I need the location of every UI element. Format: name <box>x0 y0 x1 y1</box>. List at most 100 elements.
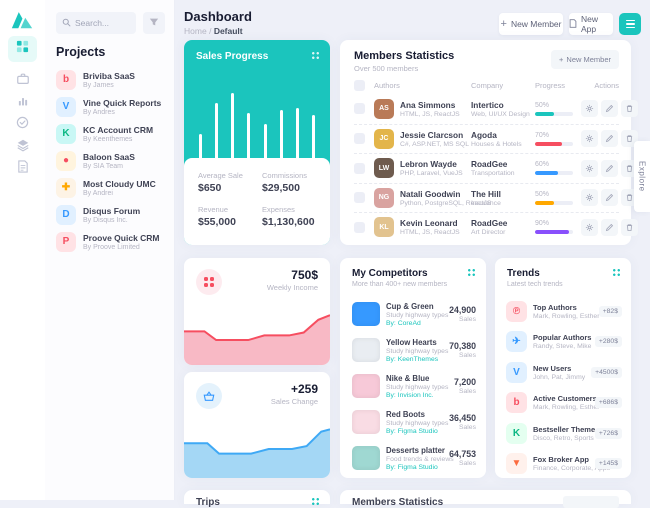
competitor-name: Red Boots <box>386 409 425 419</box>
settings-action-button[interactable] <box>581 130 598 148</box>
filter-button[interactable] <box>143 12 165 34</box>
trend-item[interactable]: ✈ Popular Authors Randy, Steve, Mike +28… <box>506 327 622 358</box>
settings-action-button[interactable] <box>581 189 598 207</box>
edit-action-button[interactable] <box>601 159 618 177</box>
stat-commissions: Commissions $29,500 <box>262 171 308 194</box>
col-progress: Progress <box>535 81 566 90</box>
project-by: By Keenthemes <box>83 135 133 143</box>
competitor-item[interactable]: Red Boots Study highway types By: Figma … <box>352 404 476 440</box>
competitor-by[interactable]: By: Figma Studio <box>386 427 438 435</box>
rail-item-apps[interactable] <box>8 68 37 94</box>
select-all-checkbox[interactable] <box>354 80 365 91</box>
avatar: AS <box>374 98 394 119</box>
row-checkbox[interactable] <box>354 192 365 204</box>
basket-icon <box>196 383 222 409</box>
author-name[interactable]: Ana Simmons <box>400 99 456 110</box>
delete-action-button[interactable] <box>621 130 638 148</box>
project-item[interactable]: V Vine Quick Reports By Andres <box>56 93 168 120</box>
explore-label: Explore <box>637 161 647 192</box>
settings-action-button[interactable] <box>581 159 598 177</box>
settings-action-button[interactable] <box>581 218 598 236</box>
settings-action-button[interactable] <box>581 100 598 118</box>
edit-action-button[interactable] <box>601 130 618 148</box>
members-statistics-card-partial: Members Statistics <box>340 490 631 508</box>
project-item[interactable]: P Proove Quick CRM By Proove Limited <box>56 228 168 255</box>
dashboard-grid-icon <box>16 40 29 58</box>
competitor-item[interactable]: Yellow Hearts Study highway types By: Ke… <box>352 332 476 368</box>
author-name[interactable]: Jessie Clarcson <box>400 129 464 140</box>
author-skills: PHP, Laravel, VueJS <box>400 170 463 178</box>
trend-item[interactable]: K Bestseller Theme Disco, Retro, Sports … <box>506 418 622 449</box>
delete-action-button[interactable] <box>621 100 638 118</box>
company-name: Agoda <box>471 129 497 140</box>
author-name[interactable]: Natali Goodwin <box>400 188 461 199</box>
new-app-button[interactable]: New App <box>569 13 613 35</box>
project-by: By Proove Limited <box>83 243 140 251</box>
delete-action-button[interactable] <box>621 189 638 207</box>
competitors-title: My Competitors <box>352 268 428 279</box>
project-item[interactable]: b Briviba SaaS By James <box>56 66 168 93</box>
card-menu-icon[interactable] <box>467 268 476 277</box>
trend-item[interactable]: ℗ Top Authors Mark, Rowling, Esther +82$ <box>506 296 622 327</box>
table-new-member-button[interactable]: + New Member <box>551 50 619 69</box>
row-checkbox[interactable] <box>354 103 365 115</box>
rail-item-stats[interactable] <box>8 90 37 116</box>
competitor-item[interactable]: Nike & Blue Study highway types By: Invi… <box>352 368 476 404</box>
search-input[interactable] <box>75 18 133 28</box>
competitor-item[interactable]: Cup & Green Study highway types By: Core… <box>352 296 476 332</box>
project-item[interactable]: D Disqus Forum By Disqus Inc. <box>56 201 168 228</box>
quick-panel-button[interactable] <box>619 13 641 35</box>
row-checkbox[interactable] <box>354 162 365 174</box>
card-menu-icon[interactable] <box>612 268 621 277</box>
card-menu-icon[interactable] <box>311 51 320 60</box>
rail-item-dashboard[interactable] <box>8 36 37 62</box>
weekly-income-value: 750$ <box>291 268 318 282</box>
competitor-by[interactable]: By: Figma Studio <box>386 463 438 471</box>
trend-name: Fox Broker App <box>533 455 589 465</box>
competitor-by[interactable]: By: Invision Inc. <box>386 391 434 399</box>
partial-card-button[interactable] <box>563 496 619 508</box>
rail-item-layers[interactable] <box>8 134 37 160</box>
project-item[interactable]: ● Baloon SaaS By SIA Team <box>56 147 168 174</box>
project-item[interactable]: ✚ Most Cloudy UMC By Andrei <box>56 174 168 201</box>
trend-item[interactable]: V New Users John, Pat, Jimmy +4500$ <box>506 357 622 388</box>
delete-action-button[interactable] <box>621 159 638 177</box>
competitor-item[interactable]: Desserts platter Food trends & reviews B… <box>352 440 476 476</box>
progress-label: 50% <box>535 190 550 198</box>
company-sector: Houses & Hotels <box>471 140 522 148</box>
competitor-by[interactable]: By: KeenThemes <box>386 355 439 363</box>
plus-icon: + <box>559 55 564 64</box>
row-checkbox[interactable] <box>354 221 365 233</box>
table-body: AS Ana Simmons HTML, JS, ReactJS Intertic… <box>354 94 638 242</box>
progress-bar <box>535 200 573 205</box>
row-checkbox[interactable] <box>354 133 365 145</box>
edit-action-button[interactable] <box>601 100 618 118</box>
competitor-name: Cup & Green <box>386 301 434 311</box>
project-item[interactable]: K KC Account CRM By Keenthemes <box>56 120 168 147</box>
author-name[interactable]: Lebron Wayde <box>400 159 457 170</box>
project-logo: ✚ <box>56 177 76 198</box>
sales-change-card: +259 Sales Change <box>184 372 330 478</box>
author-name[interactable]: Kevin Leonard <box>400 218 458 229</box>
rail-item-tasks[interactable] <box>8 112 37 138</box>
competitor-by[interactable]: By: CoreAd <box>386 319 421 327</box>
explore-tab[interactable]: Explore <box>634 141 650 212</box>
competitor-thumbnail <box>352 410 380 434</box>
sales-change-label: Sales Change <box>270 397 318 406</box>
search-box[interactable] <box>56 12 136 34</box>
trend-logo-icon: V <box>506 361 527 383</box>
delete-action-button[interactable] <box>621 218 638 236</box>
trend-item[interactable]: b Active Customers Mark, Rowling, Esther… <box>506 388 622 419</box>
trend-desc: Randy, Steve, Mike <box>533 343 592 351</box>
grid-dots-icon <box>196 269 222 295</box>
breadcrumb-home[interactable]: Home <box>184 26 207 36</box>
new-member-button[interactable]: + New Member <box>499 13 563 35</box>
edit-action-button[interactable] <box>601 189 618 207</box>
avatar: JC <box>374 128 394 149</box>
company-name: The Hill <box>471 188 501 199</box>
card-menu-icon[interactable] <box>311 497 320 506</box>
rail-item-docs[interactable] <box>8 156 37 182</box>
trend-item[interactable]: ▼ Fox Broker App Finance, Corporate, App… <box>506 449 622 479</box>
edit-action-button[interactable] <box>601 218 618 236</box>
stat-expenses: Expenses $1,130,600 <box>262 205 315 228</box>
